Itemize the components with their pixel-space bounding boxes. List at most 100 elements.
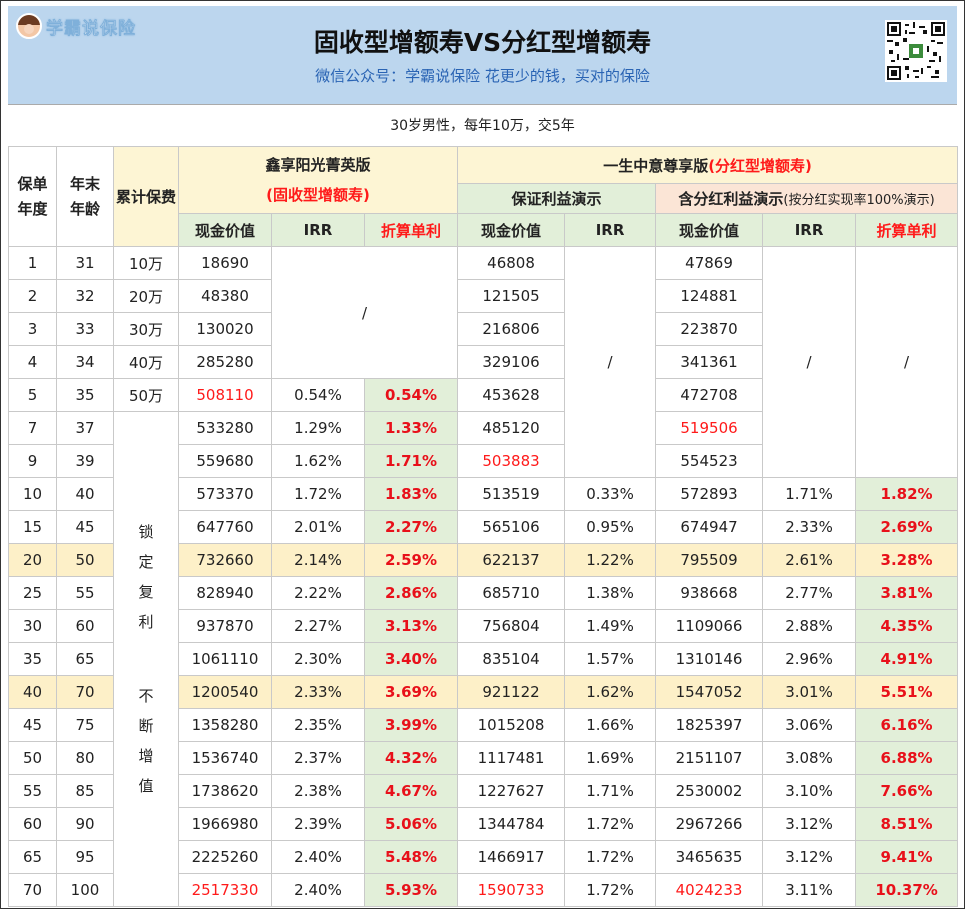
- cell-a-irr: 2.40%: [271, 840, 365, 874]
- cell-premium: 10万: [113, 246, 179, 280]
- cell-a-cash-value: 1200540: [178, 675, 272, 709]
- cell-age: 45: [56, 510, 114, 544]
- cell-a-simple-rate: 2.86%: [363, 576, 459, 610]
- cell-b-cash-value: 622137: [457, 543, 566, 577]
- cell-year: 30: [8, 609, 57, 643]
- table-row: 10 40 573370 1.72% 1.83% 513519 0.33% 57…: [8, 477, 959, 511]
- cell-age: 90: [56, 807, 114, 841]
- cell-a-simple-rate: 4.67%: [363, 774, 459, 808]
- cell-a-cash-value: 508110: [178, 378, 272, 412]
- cell-b-irr: 1.62%: [564, 675, 657, 709]
- scenario-caption: 30岁男性，每年10万，交5年: [8, 104, 957, 147]
- cell-b-cash-value: 1344784: [457, 807, 566, 841]
- cell-c-simple-rate: 3.81%: [855, 576, 959, 610]
- table-row: 2 32 20万 48380 121505 124881: [8, 279, 958, 313]
- cell-c-cash-value: 4024233: [655, 873, 764, 907]
- cell-b-cash-value: 216806: [457, 312, 566, 346]
- cell-year: 7: [8, 411, 57, 445]
- cell-c-cash-value: 341361: [655, 345, 764, 379]
- cell-a-cash-value: 1358280: [178, 708, 272, 742]
- product-b-name: 一生中意尊享版: [603, 156, 709, 175]
- lock-char: 利: [138, 613, 154, 631]
- cell-b-cash-value: 121505: [457, 279, 566, 313]
- table-row: 35 65 1061110 2.30% 3.40% 835104 1.57% 1…: [8, 642, 959, 676]
- cell-a-simple-rate: 5.48%: [363, 840, 459, 874]
- col-c-irr: IRR: [762, 213, 857, 247]
- col-a-cash-value: 现金价值: [178, 213, 272, 247]
- cell-c-cash-value: 1310146: [655, 642, 764, 676]
- cell-a-cash-value: 130020: [178, 312, 272, 346]
- cell-age: 31: [56, 246, 114, 280]
- cell-a-irr: 2.33%: [271, 675, 365, 709]
- col-c-simple-rate: 折算单利: [855, 213, 959, 247]
- dividend-demo-label: 含分红利益演示: [678, 190, 784, 208]
- cell-a-simple-rate: 1.33%: [363, 411, 459, 445]
- cell-a-irr: 2.30%: [271, 642, 365, 676]
- comparison-table: 保单年度 年末年龄 累计保费 鑫享阳光菁英版 (固收型增额寿) 一生中意尊享版(…: [8, 146, 959, 907]
- cell-b-irr: 1.38%: [564, 576, 657, 610]
- cell-c-cash-value: 674947: [655, 510, 764, 544]
- cell-c-cash-value: 3465635: [655, 840, 764, 874]
- cell-a-irr: 1.62%: [271, 444, 365, 478]
- cell-a-irr: 2.22%: [271, 576, 365, 610]
- cell-a-cash-value: 285280: [178, 345, 272, 379]
- cell-b-irr: 0.33%: [564, 477, 657, 511]
- cell-year: 3: [8, 312, 57, 346]
- table-row: 5 35 50万 508110 0.54% 0.54% 453628 47270…: [8, 378, 958, 412]
- product-a-header: 鑫享阳光菁英版 (固收型增额寿): [177, 146, 459, 214]
- cell-a-irr: 0.54%: [271, 378, 365, 412]
- table-row: 15 45 647760 2.01% 2.27% 565106 0.95% 67…: [8, 510, 959, 544]
- cell-year: 25: [8, 576, 57, 610]
- cell-age: 55: [56, 576, 114, 610]
- cell-premium: 40万: [113, 345, 179, 379]
- cell-c-simple-rate: 9.41%: [855, 840, 959, 874]
- cell-c-simple-rate: 6.16%: [855, 708, 959, 742]
- cell-c-cash-value: 223870: [655, 312, 764, 346]
- cell-a-cash-value: 732660: [178, 543, 272, 577]
- cell-age: 60: [56, 609, 114, 643]
- cell-a-irr: 2.40%: [271, 873, 365, 907]
- cell-premium: 50万: [113, 378, 179, 412]
- cell-year: 50: [8, 741, 57, 775]
- cell-age: 37: [56, 411, 114, 445]
- cell-c-cash-value: 1547052: [655, 675, 764, 709]
- cell-c-irr: 3.08%: [762, 741, 857, 775]
- qr-code-icon: [885, 20, 947, 82]
- cell-b-irr: 1.57%: [564, 642, 657, 676]
- cell-c-simple-rate: 8.51%: [855, 807, 959, 841]
- cell-age: 75: [56, 708, 114, 742]
- cell-b-cash-value: 685710: [457, 576, 566, 610]
- cell-year: 4: [8, 345, 57, 379]
- cell-a-irr: 2.27%: [271, 609, 365, 643]
- cell-a-irr: 2.14%: [271, 543, 365, 577]
- cell-year: 65: [8, 840, 57, 874]
- cell-c-irr: 1.71%: [762, 477, 857, 511]
- table-row-highlighted: 40 70 1200540 2.33% 3.69% 921122 1.62% 1…: [8, 675, 959, 709]
- table-row: 60 90 1966980 2.39% 5.06% 1344784 1.72% …: [8, 807, 959, 841]
- cell-b-cash-value: 1590733: [457, 873, 566, 907]
- cell-a-simple-rate: 4.32%: [363, 741, 459, 775]
- table-row: 25 55 828940 2.22% 2.86% 685710 1.38% 93…: [8, 576, 959, 610]
- col-a-irr: IRR: [271, 213, 365, 247]
- col-policy-year: 保单年度: [8, 146, 57, 247]
- col-age: 年末年龄: [56, 146, 114, 247]
- cell-c-irr: 2.61%: [762, 543, 857, 577]
- cell-premium: 30万: [113, 312, 179, 346]
- cell-a-cash-value: 1061110: [178, 642, 272, 676]
- col-c-cash-value: 现金价值: [655, 213, 764, 247]
- cell-a-simple-rate: 2.59%: [363, 543, 459, 577]
- dividend-demo-note: (按分红实现率100%演示): [783, 193, 935, 208]
- cell-year: 15: [8, 510, 57, 544]
- cell-c-irr-slash: /: [762, 246, 857, 478]
- cell-a-simple-rate: 3.69%: [363, 675, 459, 709]
- cell-year: 20: [8, 543, 57, 577]
- cell-b-cash-value: 1117481: [457, 741, 566, 775]
- cell-b-cash-value: 1227627: [457, 774, 566, 808]
- cell-a-irr: 2.37%: [271, 741, 365, 775]
- header-banner: 学霸说保险 固收型增额寿VS分红型增额寿 微信公众号：学霸说保险 花更少的钱，买…: [8, 6, 957, 104]
- cell-c-simple-rate: 1.82%: [855, 477, 959, 511]
- cell-age: 40: [56, 477, 114, 511]
- cell-age: 85: [56, 774, 114, 808]
- cell-age: 70: [56, 675, 114, 709]
- cell-c-simple-rate: 3.28%: [855, 543, 959, 577]
